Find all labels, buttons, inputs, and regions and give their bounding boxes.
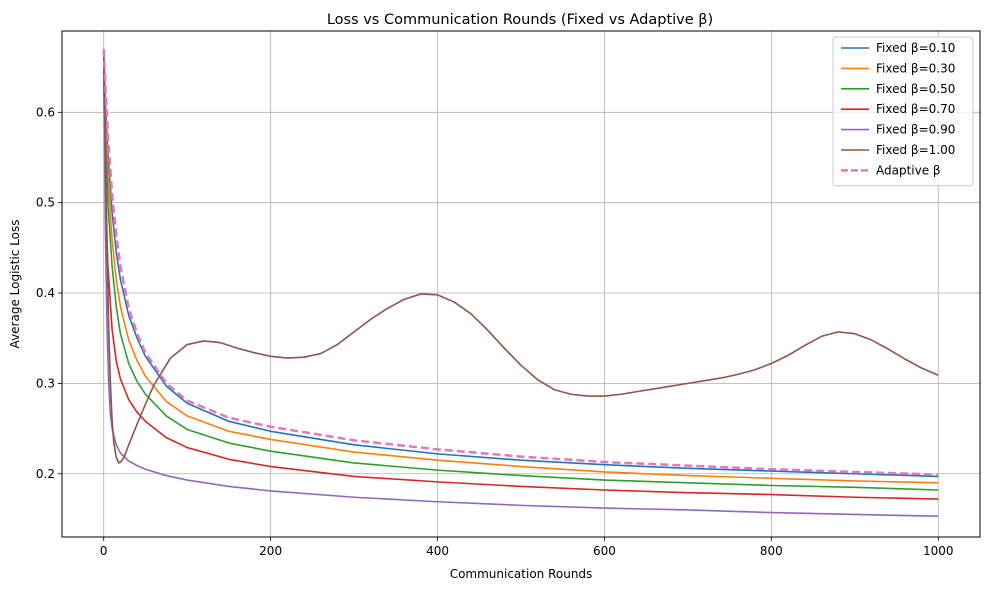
plot-frame [61, 30, 981, 538]
x-tick-label: 800 [760, 544, 783, 558]
x-axis-label: Communication Rounds [450, 567, 593, 581]
legend-label-3: Fixed β=0.70 [876, 102, 955, 116]
x-tick-label: 1000 [923, 544, 954, 558]
series-line-1 [102, 58, 939, 484]
chart-title: Loss vs Communication Rounds (Fixed vs A… [327, 12, 713, 28]
legend: Fixed β=0.10 Fixed β=0.30 Fixed β=0.50 Fixe… [832, 36, 974, 187]
legend-label-1: Fixed β=0.30 [876, 61, 955, 75]
x-tick-label: 0 [100, 544, 108, 558]
legend-box [832, 36, 974, 187]
y-axis-label: Average Logistic Loss [8, 220, 22, 349]
y-tick-label: 0.3 [36, 376, 55, 390]
y-tick-label: 0.5 [36, 196, 55, 210]
legend-label-6: Adaptive β [876, 163, 941, 177]
series-lines [102, 49, 939, 518]
series-line-6 [102, 49, 939, 476]
y-tick-label: 0.2 [36, 467, 55, 481]
y-tick-label: 0.6 [36, 105, 55, 119]
legend-label-2: Fixed β=0.50 [876, 82, 955, 96]
x-tick-label: 600 [593, 544, 616, 558]
x-tick-label: 200 [259, 544, 282, 558]
legend-label-4: Fixed β=0.90 [876, 123, 955, 137]
grid-lines [62, 31, 980, 537]
series-line-3 [102, 71, 939, 500]
y-tick-label: 0.4 [36, 286, 55, 300]
series-line-0 [102, 53, 939, 478]
x-tick-label: 400 [426, 544, 449, 558]
series-line-2 [102, 62, 939, 491]
legend-label-5: Fixed β=1.00 [876, 143, 955, 157]
axis-ticks: 0 200 400 600 800 1000 0.2 0.3 0.4 0.5 0.6 [36, 105, 954, 558]
legend-label-0: Fixed β=0.10 [876, 41, 955, 55]
series-line-4 [102, 76, 939, 518]
series-line-5 [102, 58, 939, 464]
